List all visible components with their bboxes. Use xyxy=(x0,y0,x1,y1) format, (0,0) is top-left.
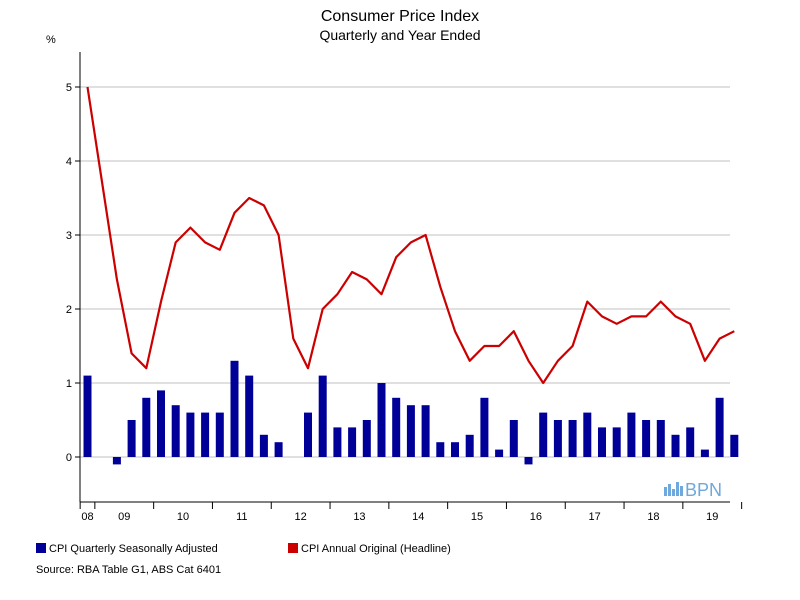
bar xyxy=(671,434,680,457)
bar xyxy=(568,420,577,457)
bar xyxy=(245,375,254,457)
bar xyxy=(627,412,636,457)
bar xyxy=(495,449,504,457)
bar xyxy=(480,397,489,457)
bar xyxy=(274,442,283,457)
chart-subtitle: Quarterly and Year Ended xyxy=(319,27,480,43)
bpn-logo: BPN xyxy=(664,480,722,500)
y-tick-label: 2 xyxy=(66,304,72,316)
bar xyxy=(730,434,739,457)
bar xyxy=(406,405,415,457)
bar xyxy=(304,412,312,457)
bar xyxy=(348,427,357,457)
bar xyxy=(598,427,606,457)
bar xyxy=(715,397,724,457)
bar xyxy=(642,420,651,457)
x-tick-label: 18 xyxy=(647,511,659,523)
legend-bar-label: CPI Quarterly Seasonally Adjusted xyxy=(49,543,218,555)
bar xyxy=(112,457,121,465)
bar xyxy=(656,420,665,457)
bar xyxy=(583,412,592,457)
legend-bar-swatch xyxy=(36,543,46,553)
x-tick-label: 13 xyxy=(353,511,365,523)
bar xyxy=(127,420,136,457)
legend-line-label: CPI Annual Original (Headline) xyxy=(301,543,451,555)
bar xyxy=(686,427,695,457)
bar xyxy=(142,397,151,457)
bar xyxy=(215,412,224,457)
x-tick-label: 11 xyxy=(236,511,247,523)
x-tick-label: 15 xyxy=(471,511,483,523)
bar xyxy=(201,412,210,457)
bar xyxy=(362,420,371,457)
bar xyxy=(157,390,165,457)
bar xyxy=(612,427,621,457)
source-note: Source: RBA Table G1, ABS Cat 6401 xyxy=(36,564,221,576)
bar xyxy=(392,397,401,457)
bar xyxy=(83,375,92,457)
line-series xyxy=(86,86,735,385)
legend-line-swatch xyxy=(288,543,298,553)
x-tick-label: 09 xyxy=(118,511,130,523)
bar xyxy=(171,405,180,457)
x-tick-label: 16 xyxy=(530,511,542,523)
gridlines: 0 1 2 3 4 5 xyxy=(66,82,730,464)
x-tick-label: 19 xyxy=(706,511,718,523)
y-tick-label: 5 xyxy=(66,82,72,94)
x-tick-label: 14 xyxy=(412,511,424,523)
x-tick-label: 17 xyxy=(589,511,601,523)
bar-series xyxy=(83,360,739,465)
x-tick-label: 08 xyxy=(81,511,93,523)
axes: 08 09 10 11 12 13 14 15 16 17 18 19 xyxy=(79,52,743,523)
bar xyxy=(259,434,268,457)
y-tick-label: 1 xyxy=(66,378,72,390)
line-path xyxy=(86,86,735,385)
x-tick-label: 10 xyxy=(177,511,189,523)
legend: CPI Quarterly Seasonally Adjusted CPI An… xyxy=(36,543,451,555)
svg-text:BPN: BPN xyxy=(685,480,722,500)
y-axis-unit: % xyxy=(46,34,56,46)
bar xyxy=(421,405,430,457)
chart-title: Consumer Price Index xyxy=(321,8,479,25)
y-tick-label: 3 xyxy=(66,230,72,242)
x-tick-label: 12 xyxy=(295,511,307,523)
bar xyxy=(436,442,445,457)
bar xyxy=(451,442,459,457)
bar xyxy=(509,420,518,457)
bar xyxy=(230,360,239,457)
y-tick-label: 4 xyxy=(66,156,72,168)
bar xyxy=(524,457,533,465)
bar xyxy=(333,427,342,457)
bar xyxy=(377,383,386,457)
y-tick-label: 0 xyxy=(66,452,72,464)
bar xyxy=(186,412,195,457)
bar xyxy=(700,449,709,457)
bar xyxy=(318,375,327,457)
bar xyxy=(553,420,562,457)
bar xyxy=(465,434,474,457)
bar xyxy=(539,412,548,457)
